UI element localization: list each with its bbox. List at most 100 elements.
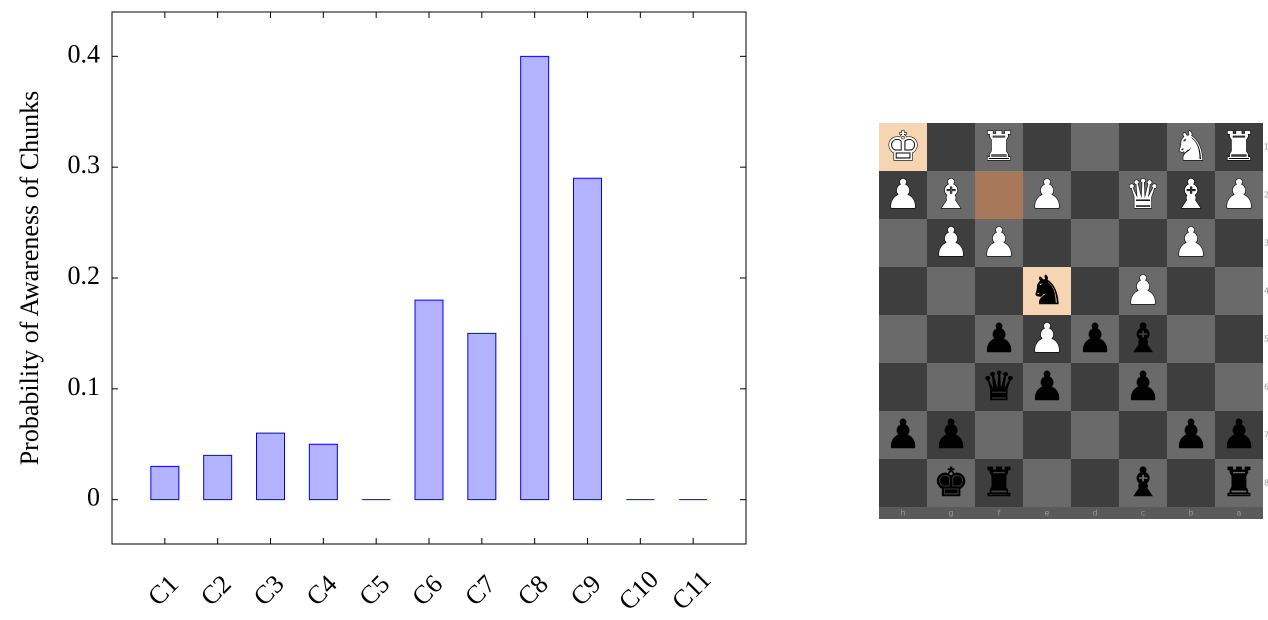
board-square (879, 219, 927, 267)
y-tick-label: 0 (87, 483, 100, 512)
board-square (975, 315, 1023, 363)
board-square (1167, 171, 1215, 219)
x-tick-label: C3 (248, 569, 290, 611)
board-square (1167, 363, 1215, 411)
board-square (1167, 123, 1215, 171)
board-square (1071, 171, 1119, 219)
y-tick-label: 0.4 (68, 39, 101, 68)
board-square (1119, 219, 1167, 267)
piece: ♟︎ (1125, 364, 1161, 410)
piece: ♟︎ (885, 412, 921, 458)
piece: ♟︎ (1029, 172, 1065, 218)
board-square (1119, 459, 1167, 507)
chess-board: h g f e d c b a 1 2 3 4 5 6 7 8 (879, 123, 1268, 519)
bar (308, 443, 338, 501)
board-square (975, 459, 1023, 507)
x-tick-label: C2 (195, 569, 237, 611)
piece: ♜︎ (981, 460, 1017, 506)
board-square (1023, 219, 1071, 267)
board-square (1071, 411, 1119, 459)
board-square (927, 315, 975, 363)
board-square (1071, 315, 1119, 363)
x-tick-label: C10 (613, 565, 664, 616)
plot-frame (111, 11, 747, 545)
piece: ♞︎ (1029, 268, 1065, 314)
board-square (1215, 363, 1263, 411)
rank-label: 7 (1264, 431, 1268, 440)
board-square (1023, 267, 1071, 315)
rank-label: 6 (1264, 383, 1268, 392)
file-label: d (1092, 509, 1097, 518)
board-square (1167, 267, 1215, 315)
board-square (1215, 219, 1263, 267)
y-tick-label: 0.2 (68, 261, 101, 290)
y-tick-label: 0.1 (68, 372, 101, 401)
piece: ♟︎ (1173, 412, 1209, 458)
board-square (1215, 171, 1263, 219)
piece: ♟︎ (1029, 316, 1065, 362)
board-square (1119, 363, 1167, 411)
board-square (1023, 123, 1071, 171)
rank-label: 2 (1264, 191, 1268, 200)
x-tick-label: C9 (565, 569, 607, 611)
board-square (1167, 459, 1215, 507)
rank-label: 8 (1264, 479, 1268, 488)
board-square (1023, 411, 1071, 459)
board-square (927, 459, 975, 507)
board-square (927, 363, 975, 411)
board-square (975, 171, 1023, 219)
bar (414, 299, 444, 501)
board-square (1023, 171, 1071, 219)
file-label: f (998, 509, 1001, 518)
bar (150, 465, 180, 501)
bar (203, 454, 233, 501)
piece: ♟︎ (981, 220, 1017, 266)
board-square (975, 123, 1023, 171)
piece: ♞︎ (1173, 124, 1209, 170)
piece: ♝︎ (933, 172, 969, 218)
board-square (879, 363, 927, 411)
board-square (1215, 267, 1263, 315)
file-label: c (1141, 509, 1145, 518)
bar (520, 55, 550, 501)
chess-pieces: ♚︎ ♜︎ ♞︎ ♜︎ ♟︎ ♝︎ ♟︎ ♛︎ ♝︎ ♟︎ ♟︎ ♟︎ ♟︎ ♞… (884, 123, 1257, 506)
piece: ♚︎ (885, 124, 921, 170)
piece: ♟︎ (1173, 220, 1209, 266)
piece: ♛︎ (981, 364, 1017, 410)
board-square (927, 171, 975, 219)
board-square (927, 123, 975, 171)
rank-label: 3 (1264, 239, 1268, 248)
piece: ♝︎ (1125, 316, 1161, 362)
board-square (927, 267, 975, 315)
board-square (975, 219, 1023, 267)
rank-label: 5 (1264, 335, 1268, 344)
x-tick-label: C5 (353, 569, 395, 611)
board-square (1071, 267, 1119, 315)
piece: ♟︎ (885, 172, 921, 218)
board-square (1119, 267, 1167, 315)
piece: ♜︎ (981, 124, 1017, 170)
board-square (1119, 123, 1167, 171)
piece: ♟︎ (981, 316, 1017, 362)
board-square (879, 267, 927, 315)
piece: ♟︎ (933, 412, 969, 458)
piece: ♟︎ (933, 220, 969, 266)
board-square (1023, 363, 1071, 411)
board-square (1215, 459, 1263, 507)
piece: ♛︎ (1125, 172, 1161, 218)
board-square (1215, 411, 1263, 459)
board-square (1071, 123, 1119, 171)
board-square (975, 363, 1023, 411)
piece: ♟︎ (1221, 172, 1257, 218)
bar (467, 332, 497, 501)
board-square (1119, 315, 1167, 363)
x-tick-label: C11 (666, 565, 716, 615)
x-tick-label: C7 (459, 569, 501, 611)
piece: ♜︎ (1221, 460, 1257, 506)
piece: ♜︎ (1221, 124, 1257, 170)
board-square (1167, 315, 1215, 363)
board-square (975, 267, 1023, 315)
board-square (879, 123, 927, 171)
board-square (1023, 315, 1071, 363)
